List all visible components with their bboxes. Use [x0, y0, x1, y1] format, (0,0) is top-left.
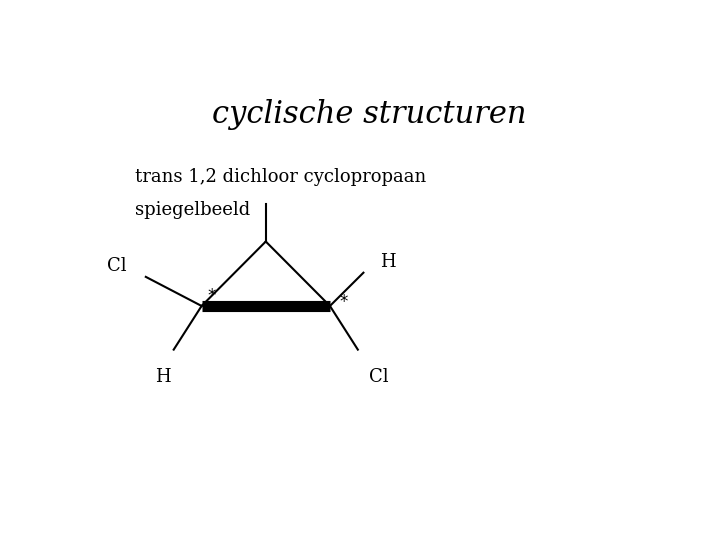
- Text: H: H: [155, 368, 171, 386]
- Text: cyclische structuren: cyclische structuren: [212, 99, 526, 130]
- Text: H: H: [380, 253, 396, 271]
- Text: Cl: Cl: [369, 368, 389, 386]
- Text: spiegelbeeld: spiegelbeeld: [135, 201, 250, 219]
- Text: Cl: Cl: [107, 258, 126, 275]
- Text: trans 1,2 dichloor cyclopropaan: trans 1,2 dichloor cyclopropaan: [135, 168, 426, 186]
- Text: *: *: [340, 293, 348, 311]
- Text: *: *: [207, 287, 216, 305]
